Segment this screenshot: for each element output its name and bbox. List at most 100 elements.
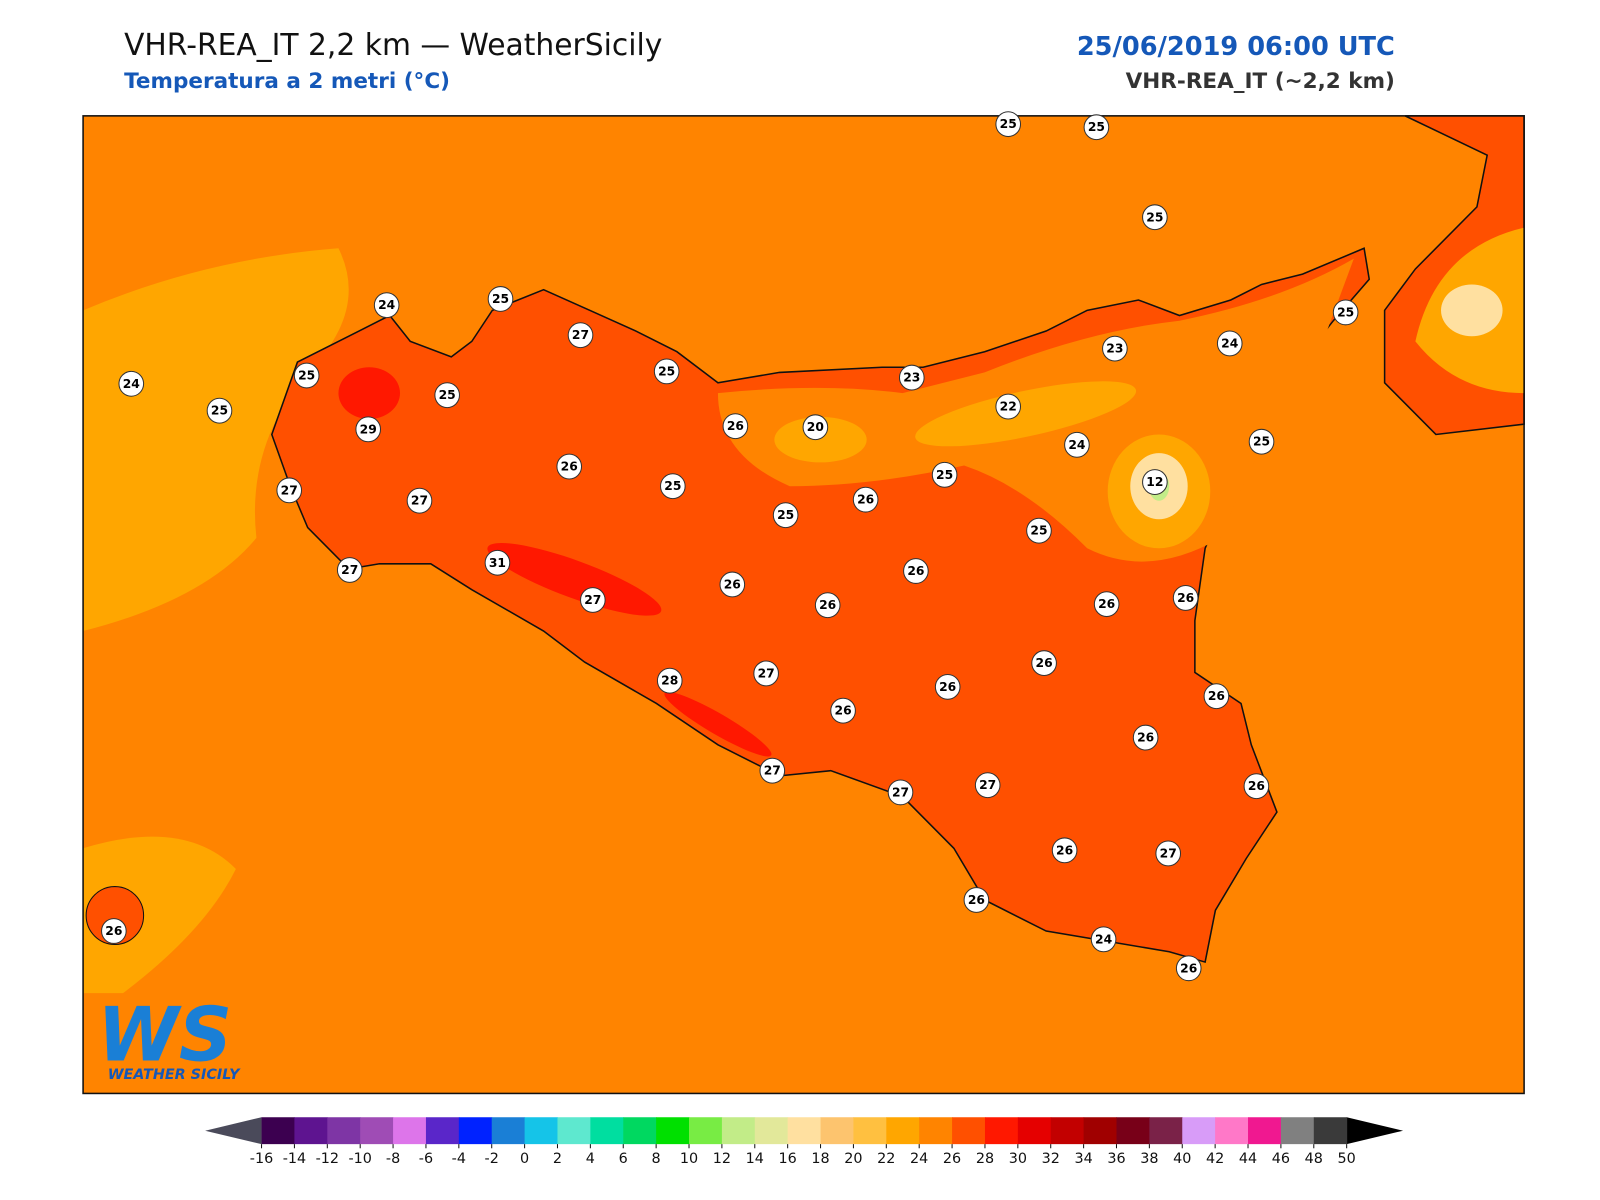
station-marker [931,461,958,488]
station-value: 25 [1146,210,1163,224]
station-marker [1203,683,1230,710]
station-value: 27 [281,483,298,497]
colorbar-tick-label: 26 [943,1151,961,1167]
hot-spot [487,542,662,616]
colorbar-box [557,1117,591,1145]
warm-zone [83,248,349,632]
station-marker [995,111,1022,138]
station-marker [753,660,779,687]
colorbar-box [721,1117,756,1145]
station-value: 24 [1095,932,1113,946]
colorbar-over [1346,1117,1404,1145]
colorbar-box [886,1117,920,1145]
colorbar-tick-label: 8 [652,1151,661,1167]
hot-spot [338,367,400,419]
station-value: 26 [1208,689,1225,703]
cool-zone [915,381,1137,447]
colorbar-tick-label: 28 [976,1151,994,1167]
station-marker [355,416,382,443]
station-value: 26 [1137,731,1154,745]
colorbar-tick-label: 46 [1272,1151,1290,1167]
colorbar-box [590,1117,624,1145]
colorbar-box [1280,1117,1315,1145]
colorbar-box [261,1117,295,1145]
station-value: 25 [439,388,456,402]
station-value: 25 [936,468,953,482]
station-value: 24 [378,298,396,312]
station-marker [336,557,363,583]
station-marker [556,453,583,480]
station-value: 27 [341,563,358,577]
colorbar-box [623,1117,657,1145]
logo-text: WEATHER SICILY [108,1067,241,1083]
station-value: 26 [907,564,924,578]
station-value: 26 [968,893,985,907]
colorbar-tick-label: 16 [779,1151,797,1167]
warm-zone [83,836,236,994]
logo: WS WEATHER SICILY [97,992,241,1083]
colorbar-tick-label: 20 [844,1151,862,1167]
station-value: 26 [724,577,741,591]
station-value: 25 [211,404,228,418]
station-marker [487,286,514,312]
station-value: 27 [764,764,781,778]
station-marker [898,364,925,391]
station-marker [1026,517,1052,544]
station-marker [656,667,683,694]
colorbar-box [656,1117,690,1145]
station-marker [995,393,1022,420]
station-value: 25 [658,364,675,378]
colorbar-box [491,1117,526,1145]
colorbar-tick-label: -2 [485,1151,499,1167]
stations: 25 25 25 24 25 27 25 24 23 24 25 25 25 25 23 22 29 26 20 24… [101,111,1359,982]
station-marker [802,414,829,441]
station-marker [406,487,433,514]
pantelleria [85,886,145,946]
station-marker [580,587,606,613]
station-value: 26 [835,704,852,718]
station-marker [974,772,1001,799]
station-value: 25 [664,479,681,493]
colorbar-tick-label: -6 [419,1151,433,1167]
colorbar-tick-label: 10 [680,1151,698,1167]
station-value: 26 [1056,843,1073,857]
station-marker [1216,330,1243,357]
station-marker [101,918,127,944]
station-marker [772,502,799,529]
colorbar-tick-label: 30 [1009,1151,1027,1167]
colorbar-box [1050,1117,1085,1145]
station-value: 26 [1248,779,1265,793]
station-value: 26 [727,419,744,433]
station-marker [719,571,746,598]
colorbar-tick-label: 12 [713,1151,731,1167]
colorbar-box [1017,1117,1052,1145]
station-value: 25 [777,508,794,522]
station-value: 20 [807,420,825,434]
logo-mark: WS [97,992,232,1078]
station-marker [1248,428,1275,455]
colorbar-box [1215,1117,1249,1145]
colorbar-tick-label: -4 [452,1151,466,1167]
colorbar-under [205,1117,262,1145]
colorbar-box [294,1117,328,1145]
station-value: 26 [857,493,874,507]
colorbar-tick-label: 48 [1305,1151,1323,1167]
colorbar-tick-label: 4 [586,1151,595,1167]
station-value: 27 [572,328,589,342]
datetime: 25/06/2019 06:00 UTC [1077,32,1395,62]
colorbar-tick-label: 6 [619,1151,628,1167]
colorbar-tick-label: -14 [283,1151,306,1167]
colorbar-tick-label: 34 [1074,1151,1092,1167]
station-value: 24 [1068,438,1086,452]
station-marker [1332,299,1359,326]
station-marker [814,592,841,619]
colorbar-box [984,1117,1019,1145]
station-marker [963,887,990,913]
station-value: 26 [1098,597,1115,611]
colorbar-box [787,1117,822,1145]
colorbar-tick-label: 38 [1140,1151,1158,1167]
colorbar-box [689,1117,723,1145]
map-field [82,115,1525,1095]
colorbar-tick-label: 18 [811,1151,829,1167]
